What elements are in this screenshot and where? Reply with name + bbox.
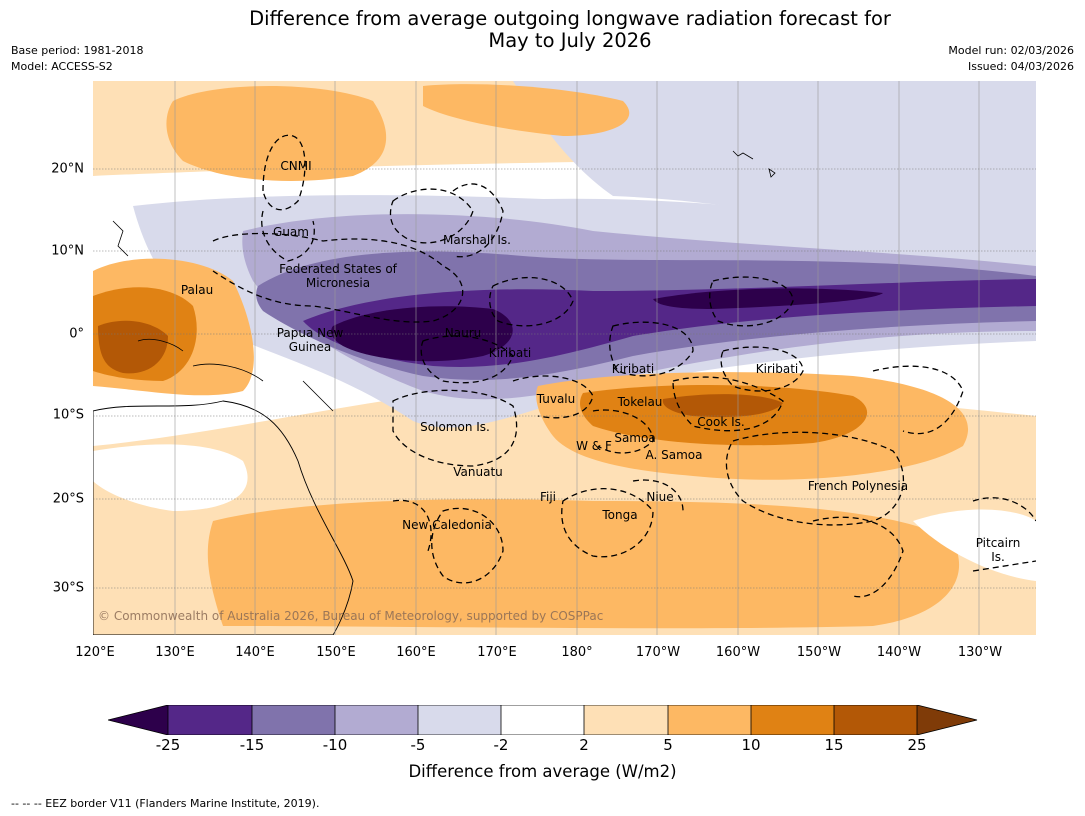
- region-label-tonga: Tonga: [602, 508, 638, 522]
- lon-tick-140e: 140°E: [235, 645, 275, 660]
- meta-left: Base period: 1981-2018 Model: ACCESS-S2: [11, 43, 143, 75]
- ne-lavender-upper: [653, 81, 1036, 201]
- se-neutral-patch: [913, 509, 1036, 581]
- lon-tick-150w: 150°W: [796, 645, 842, 660]
- north-orange-patch: [166, 86, 387, 181]
- lon-tick-150e: 150°E: [316, 645, 356, 660]
- anomaly-map: [93, 81, 1036, 635]
- colorbar-swatch-7: [668, 705, 751, 735]
- base-period: Base period: 1981-2018: [11, 44, 144, 57]
- colorbar-swatch-6: [584, 705, 668, 735]
- region-label-nauru: Nauru: [444, 326, 482, 340]
- lon-tick-170w: 170°W: [635, 645, 681, 660]
- longitude-gridlines: [174, 81, 980, 635]
- copyright-notice: © Commonwealth of Australia 2026, Bureau…: [98, 609, 604, 623]
- se-core-orange: [662, 394, 783, 418]
- colorbar-tick-25: 25: [907, 736, 927, 754]
- lon-tick-130e: 130°E: [155, 645, 195, 660]
- region-label-french-polynesia: French Polynesia: [807, 479, 909, 493]
- darkest-core-west: [331, 306, 513, 362]
- lat-tick-20n: 20°N: [51, 161, 84, 177]
- region-label-pitcairn: Pitcairn Is.: [975, 536, 1021, 564]
- colorbar-label: Difference from average (W/m2): [408, 762, 677, 781]
- colorbar-tick-15: 15: [824, 736, 844, 754]
- colorbar-extend-low: [108, 705, 168, 735]
- lat-tick-10n: 10°N: [51, 243, 84, 259]
- colorbar-tick-minus2: -2: [493, 736, 509, 754]
- region-label-solomon-is: Solomon Is.: [420, 420, 490, 434]
- colorbar-swatch-3: [335, 705, 418, 735]
- region-label-tuvalu: Tuvalu: [536, 392, 576, 406]
- lat-tick-0: 0°: [69, 326, 84, 342]
- colorbar-tick-2: 2: [579, 736, 589, 754]
- issued-date: Issued: 04/03/2026: [967, 60, 1074, 73]
- region-label-palau: Palau: [180, 283, 214, 297]
- lon-tick-170e: 170°E: [477, 645, 517, 660]
- region-label-fiji: Fiji: [539, 490, 557, 504]
- region-label-guam: Guam: [273, 225, 309, 239]
- model-run: Model run: 02/03/2026: [948, 44, 1074, 57]
- region-label-fsm: Federated States of Micronesia: [279, 262, 397, 290]
- colorbar-tick-10: 10: [741, 736, 761, 754]
- eez-footnote: -- -- -- EEZ border V11 (Flanders Marine…: [11, 797, 320, 810]
- lon-tick-130w: 130°W: [957, 645, 1003, 660]
- region-label-kiribati-west: Kiribati: [488, 346, 532, 360]
- region-label-kiribati-central: Kiribati: [611, 362, 655, 376]
- region-label-png: Papua New Guinea: [276, 326, 344, 354]
- region-label-marshall-is: Marshall Is.: [443, 233, 511, 247]
- meta-right: Model run: 02/03/2026 Issued: 04/03/2026: [948, 43, 1074, 75]
- region-label-tokelau: Tokelau: [617, 395, 663, 409]
- region-label-cnmi: CNMI: [280, 159, 312, 173]
- lon-tick-180: 180°: [561, 645, 593, 660]
- map-panel: CNMI Guam Marshall Is. Federated States …: [93, 81, 1036, 635]
- colorbar-dividers: [167, 705, 918, 735]
- colorbar-swatch-4: [418, 705, 501, 735]
- region-label-niue: Niue: [646, 490, 674, 504]
- colorbar-tick-minus25: -25: [155, 736, 181, 754]
- lon-tick-140w: 140°W: [876, 645, 922, 660]
- colorbar-tick-minus10: -10: [322, 736, 348, 754]
- australia-coastline: [93, 400, 354, 635]
- lon-tick-160w: 160°W: [715, 645, 761, 660]
- model-name: Model: ACCESS-S2: [11, 60, 113, 73]
- region-label-vanuatu: Vanuatu: [453, 465, 503, 479]
- colorbar-outline: [108, 705, 978, 735]
- south-orange-region: [207, 499, 960, 629]
- region-label-new-caledonia: New Caledonia: [402, 518, 492, 532]
- region-label-kiribati-east: Kiribati: [755, 362, 799, 376]
- colorbar-tick-minus15: -15: [239, 736, 265, 754]
- lon-tick-160e: 160°E: [396, 645, 436, 660]
- colorbar: [108, 705, 978, 735]
- colorbar-swatch-9: [834, 705, 917, 735]
- colorbar-swatch-1: [168, 705, 252, 735]
- region-label-wallis-futuna: W & F: [576, 439, 612, 453]
- map-title: Difference from average outgoing longwav…: [0, 8, 1085, 52]
- eez-borders: [212, 134, 1036, 598]
- lat-tick-20s: 20°S: [52, 491, 84, 507]
- lon-tick-120e: 120°E: [75, 645, 115, 660]
- colorbar-swatch-5: [501, 705, 584, 735]
- region-label-american-samoa: A. Samoa: [645, 448, 703, 462]
- lat-tick-30s: 30°S: [52, 580, 84, 596]
- latitude-gridlines: [93, 168, 1036, 589]
- lat-tick-10s: 10°S: [52, 407, 84, 423]
- title-line-2: May to July 2026: [488, 29, 652, 52]
- colorbar-tick-minus5: -5: [410, 736, 426, 754]
- colorbar-swatch-2: [252, 705, 335, 735]
- region-label-samoa: Samoa: [614, 431, 656, 445]
- title-line-1: Difference from average outgoing longwav…: [249, 7, 891, 30]
- region-label-cook-is: Cook Is.: [697, 415, 745, 429]
- colorbar-extend-high: [917, 705, 977, 735]
- australia-neutral-patch: [93, 444, 248, 511]
- islands: [112, 150, 776, 412]
- colorbar-swatch-8: [751, 705, 834, 735]
- north-orange-patch-2: [423, 84, 630, 136]
- colorbar-tick-5: 5: [663, 736, 673, 754]
